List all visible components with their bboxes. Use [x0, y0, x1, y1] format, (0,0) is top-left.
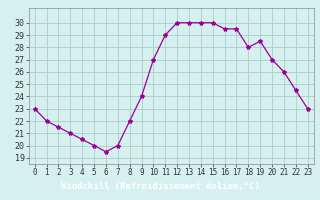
- Text: Windchill (Refroidissement éolien,°C): Windchill (Refroidissement éolien,°C): [60, 182, 260, 192]
